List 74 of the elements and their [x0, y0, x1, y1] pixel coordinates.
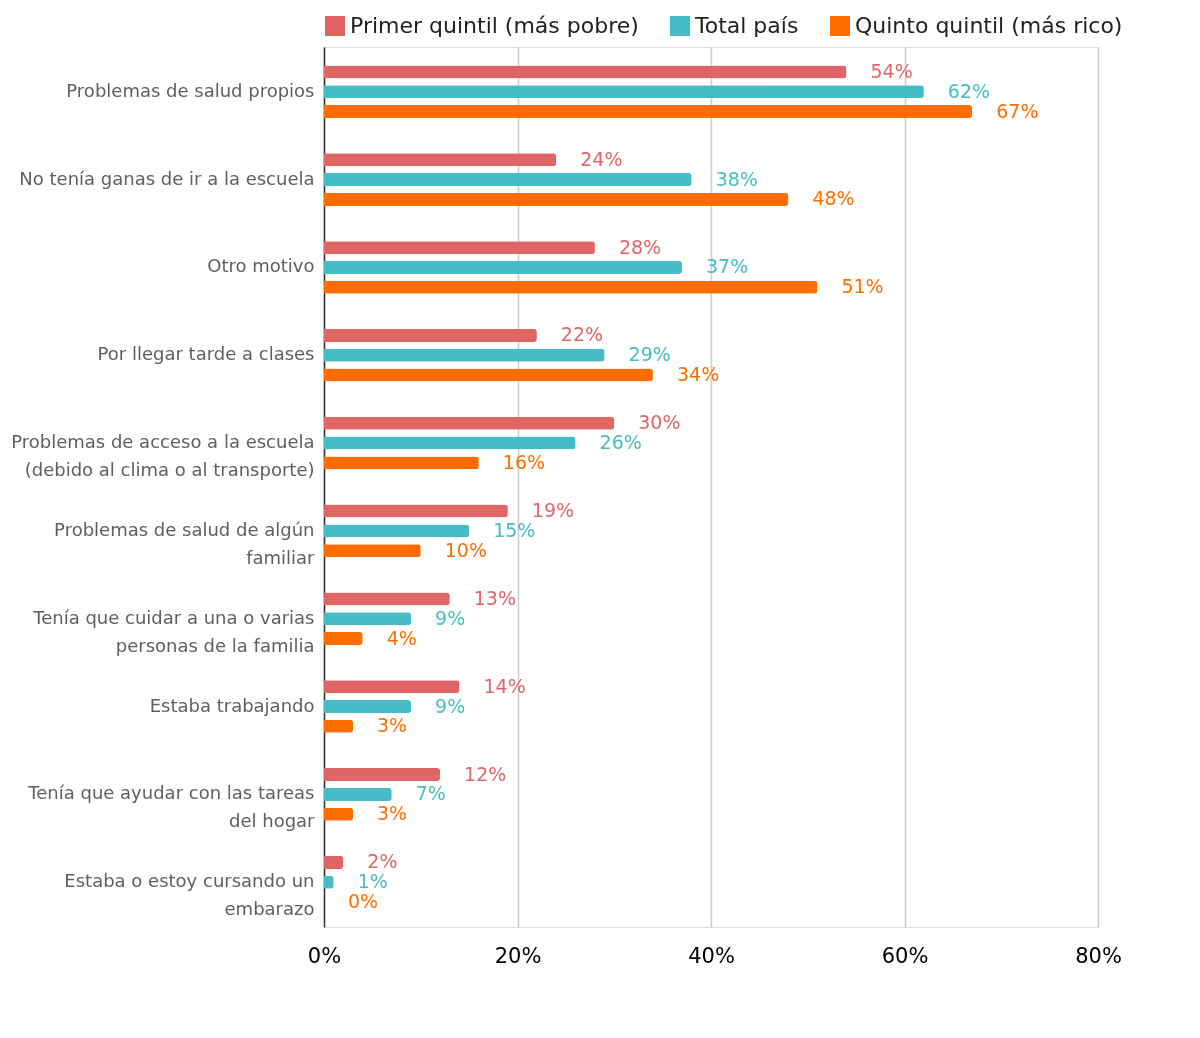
bar	[324, 328, 537, 342]
bar	[324, 787, 392, 801]
y-tick-label: Tenía que cuidar a una o varias personas de la familia	[32, 606, 315, 656]
data-label: 67%	[996, 99, 1039, 122]
y-tick-label: Por llegar tarde a clases	[97, 343, 315, 365]
data-label: 34%	[676, 363, 720, 386]
data-label: 14%	[483, 674, 526, 697]
bar	[324, 368, 653, 382]
data-label: 28%	[618, 235, 662, 258]
data-label: 3%	[377, 714, 408, 737]
bar	[324, 153, 557, 167]
bar	[324, 348, 605, 362]
data-label: 1%	[357, 870, 388, 893]
bar	[324, 416, 615, 430]
data-label: 3%	[377, 802, 408, 825]
data-label: 2%	[367, 850, 398, 873]
data-label: 16%	[502, 450, 546, 473]
bar	[324, 65, 847, 79]
data-label: 0%	[348, 890, 379, 913]
data-label: 54%	[870, 59, 913, 82]
bar	[324, 700, 412, 714]
data-label: 12%	[464, 762, 507, 785]
data-label: 10%	[444, 538, 487, 561]
bar	[324, 632, 363, 646]
data-label: 38%	[715, 167, 758, 190]
y-tick-label: No tenía ganas de ir a la escuela	[19, 167, 315, 189]
data-label: 4%	[386, 626, 417, 649]
y-tick-label: Problemas de salud de algún familiar	[54, 518, 316, 568]
data-label: 48%	[812, 187, 855, 210]
data-label: 7%	[415, 782, 446, 805]
bar	[324, 719, 354, 733]
data-label: 30%	[638, 411, 681, 434]
legend-label: Primer quintil (más pobre)	[350, 13, 639, 38]
bar	[324, 680, 460, 694]
bar	[324, 456, 479, 470]
legend-label: Quinto quintil (más rico)	[855, 13, 1123, 38]
bar	[324, 85, 924, 99]
bar	[324, 105, 973, 119]
data-label: 51%	[841, 275, 884, 298]
bar	[324, 260, 682, 274]
bar	[324, 544, 421, 558]
bar	[324, 855, 344, 869]
data-label: 22%	[560, 323, 604, 346]
y-tick-label: Otro motivo	[207, 255, 315, 277]
bar	[324, 807, 354, 821]
data-label: 29%	[628, 343, 671, 366]
x-tick-label: 60%	[881, 943, 929, 968]
y-tick-label: Problemas de salud propios	[66, 79, 315, 101]
y-tick-label: Tenía que ayudar con las tareas del hogar	[27, 782, 316, 832]
bar	[324, 612, 412, 626]
x-tick-label: 80%	[1075, 943, 1122, 968]
bar	[324, 192, 789, 206]
legend-label: Total país	[694, 13, 799, 38]
data-label: 13%	[473, 586, 517, 609]
x-tick-label: 20%	[494, 943, 542, 968]
bar	[324, 241, 595, 255]
bar	[324, 768, 441, 782]
y-tick-label: Estaba o estoy cursando un embarazo	[64, 870, 315, 920]
data-label: 24%	[580, 147, 623, 170]
y-tick-label: Problemas de acceso a la escuela (debido al clima o al transporte)	[11, 431, 315, 481]
data-label: 26%	[599, 431, 642, 454]
bar	[324, 436, 576, 450]
data-label: 9%	[435, 694, 466, 717]
x-tick-label: 40%	[688, 943, 735, 968]
bar	[324, 524, 470, 538]
bar	[324, 173, 692, 187]
x-tick-label: 0%	[307, 943, 342, 968]
bar	[324, 592, 450, 606]
data-label: 9%	[435, 606, 466, 629]
bar	[324, 504, 508, 518]
data-label: 37%	[705, 255, 749, 278]
data-label: 62%	[947, 79, 991, 102]
y-tick-label: Estaba trabajando	[149, 694, 315, 716]
bar	[324, 280, 818, 294]
